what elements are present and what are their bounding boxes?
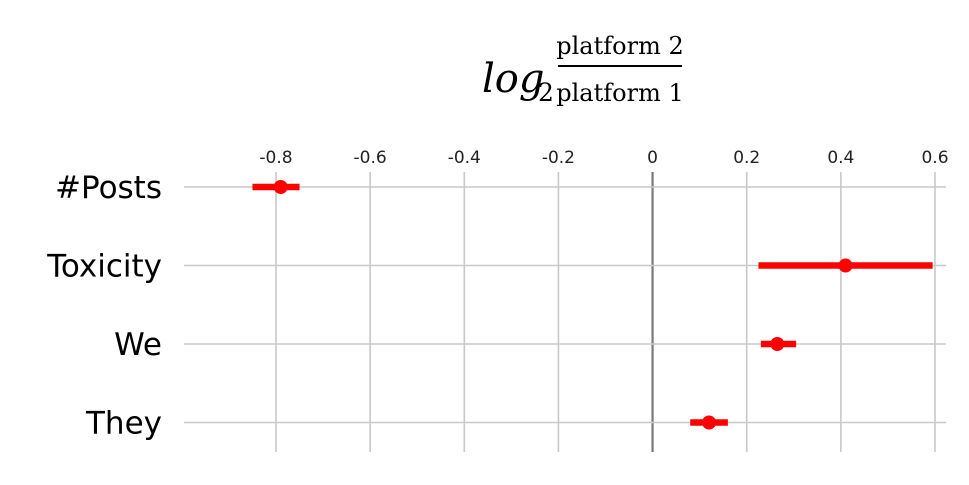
x-tick-label: 0.2 bbox=[733, 148, 760, 168]
title-log-prefix: log bbox=[482, 56, 544, 102]
category-label: We bbox=[114, 327, 162, 363]
title-denominator: platform 1 bbox=[556, 79, 683, 107]
x-tick-label: -0.6 bbox=[354, 148, 387, 168]
category-label: Toxicity bbox=[46, 249, 162, 285]
x-tick-label: 0.4 bbox=[827, 148, 854, 168]
x-tick-label: 0.6 bbox=[921, 148, 948, 168]
data-marks bbox=[252, 180, 933, 430]
title-log-base: 2 bbox=[538, 78, 554, 107]
point-estimate-marker bbox=[838, 258, 853, 273]
grid bbox=[184, 172, 946, 452]
x-tick-label: -0.2 bbox=[542, 148, 575, 168]
point-estimate-marker bbox=[273, 180, 288, 194]
x-tick-label: -0.4 bbox=[448, 148, 481, 168]
y-axis-labels: #Posts Toxicity We They bbox=[46, 170, 162, 442]
x-tick-label: -0.8 bbox=[259, 148, 292, 168]
point-estimate-marker bbox=[702, 415, 717, 430]
title-numerator: platform 2 bbox=[556, 32, 683, 60]
point-estimate-marker bbox=[770, 337, 785, 351]
x-axis-ticks: -0.8 -0.6 -0.4 -0.2 0 0.2 0.4 0.6 bbox=[259, 148, 948, 168]
category-label: They bbox=[85, 406, 162, 442]
chart-title: log 2 platform 2 platform 1 bbox=[482, 32, 684, 107]
x-tick-label: 0 bbox=[647, 148, 658, 168]
category-label: #Posts bbox=[55, 170, 162, 206]
